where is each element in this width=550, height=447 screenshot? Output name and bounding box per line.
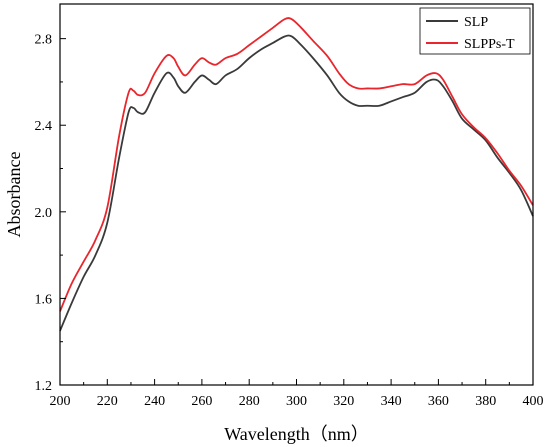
series-line-slpps-t: [59, 17, 534, 312]
x-tick-label: 280: [239, 394, 260, 409]
x-tick-label: 260: [191, 394, 212, 409]
x-tick-label: 220: [97, 394, 118, 409]
y-tick-label: 2.4: [35, 119, 53, 134]
series-line-slp: [59, 34, 534, 332]
x-tick-label: 200: [50, 394, 71, 409]
axis-tick-labels: 200 220 240 260 280 300 320 340 360 380 400 1.2 1.6 2…: [35, 33, 544, 409]
y-tick-label: 2.8: [35, 33, 53, 48]
y-tick-label: 1.2: [35, 379, 53, 394]
x-tick-label: 320: [333, 394, 354, 409]
y-tick-label: 1.6: [35, 292, 53, 307]
x-tick-label: 300: [286, 394, 307, 409]
legend-label-slpps-t: SLPPs-T: [464, 37, 515, 52]
x-axis-title: Wavelength（nm）: [224, 424, 369, 444]
y-axis-title: Absorbance: [4, 152, 24, 238]
legend-label-slp: SLP: [464, 15, 488, 30]
series-layer: [59, 17, 534, 332]
plot-frame: [59, 3, 534, 386]
x-tick-label: 240: [144, 394, 165, 409]
legend: SLP SLPPs-T: [419, 7, 531, 55]
legend-box: [419, 7, 531, 55]
x-tick-label: 340: [381, 394, 402, 409]
x-tick-label: 360: [428, 394, 449, 409]
x-tick-label: 380: [475, 394, 496, 409]
axis-ticks: [59, 38, 534, 386]
y-tick-label: 2.0: [35, 206, 53, 221]
x-tick-label: 400: [523, 394, 544, 409]
